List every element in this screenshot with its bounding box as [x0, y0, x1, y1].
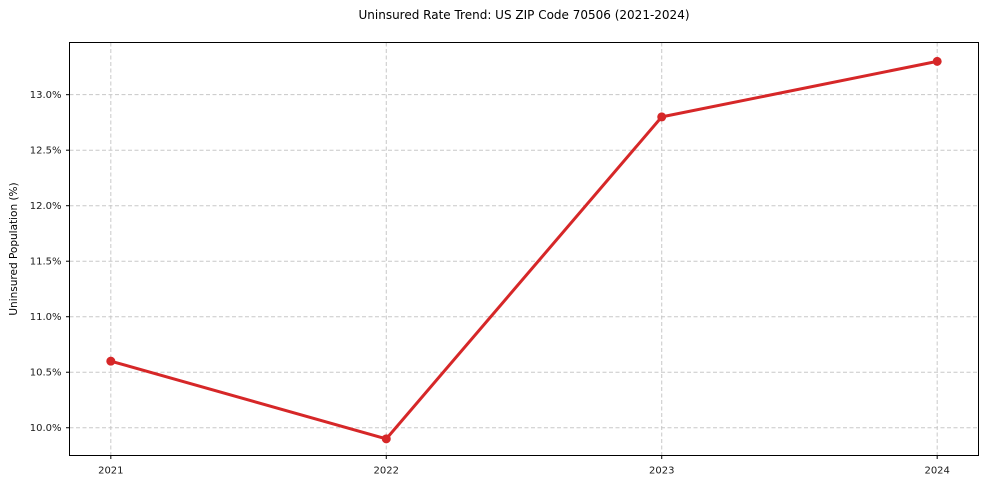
trend-line [109, 59, 939, 441]
y-tick-label: 11.5% [30, 257, 62, 268]
data-point-marker [932, 56, 942, 66]
x-tick-label: 2023 [649, 466, 674, 477]
data-point-marker [657, 112, 667, 122]
x-tick-label: 2021 [98, 466, 123, 477]
x-tick-label: 2024 [924, 466, 949, 477]
data-point-marker [106, 356, 116, 366]
y-tick-label: 12.5% [30, 146, 62, 157]
y-tick-label: 13.0% [30, 90, 62, 101]
y-axis-label: Uninsured Population (%) [8, 182, 20, 316]
data-point-marker [381, 434, 391, 444]
x-tick-label: 2022 [374, 466, 399, 477]
chart-title: Uninsured Rate Trend: US ZIP Code 70506 … [358, 8, 690, 22]
y-tick-label: 11.0% [30, 312, 62, 323]
y-tick-label: 10.0% [30, 423, 62, 434]
y-tick-label: 12.0% [30, 201, 62, 212]
y-tick-label: 10.5% [30, 368, 62, 379]
plot-border [69, 42, 979, 456]
